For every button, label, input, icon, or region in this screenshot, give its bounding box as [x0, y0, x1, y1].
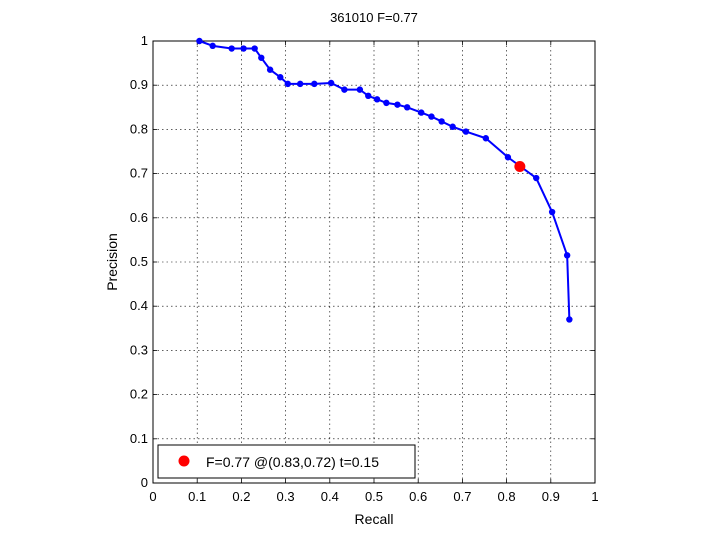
- x-tick-labels: 0 0.1 0.2 0.3 0.4 0.5 0.6 0.7 0.8 0.9 1: [149, 489, 598, 504]
- y-tick-label: 0.9: [130, 77, 148, 92]
- grid: [153, 41, 595, 483]
- data-point: [258, 54, 265, 61]
- legend: F=0.77 @(0.83,0.72) t=0.15: [157, 444, 416, 479]
- x-axis-label: Recall: [355, 511, 394, 527]
- data-point: [533, 174, 540, 182]
- x-tick-label: 0.1: [188, 489, 206, 504]
- data-point: [548, 208, 556, 216]
- data-point: [383, 99, 390, 107]
- data-point: [311, 80, 318, 88]
- data-point: [341, 86, 348, 93]
- data-point: [373, 96, 381, 103]
- y-tick-label: 0.7: [130, 166, 148, 181]
- data-point: [365, 92, 372, 100]
- data-point: [240, 45, 247, 52]
- highlight-layer: [514, 161, 526, 173]
- data-point: [356, 86, 364, 93]
- chart-title: 361010 F=0.77: [330, 10, 418, 25]
- best-f-point: [514, 161, 526, 173]
- y-tick-label: 0.5: [130, 254, 148, 269]
- data-point: [403, 104, 411, 111]
- data-point: [196, 37, 203, 45]
- x-tick-label: 0.4: [321, 489, 339, 504]
- data-point: [327, 79, 335, 87]
- y-tick-label: 0.1: [130, 431, 148, 446]
- data-point: [418, 109, 425, 116]
- data-point: [209, 42, 216, 50]
- x-tick-label: 0.9: [542, 489, 560, 504]
- legend-box: [157, 444, 416, 479]
- series-layer: [196, 37, 573, 323]
- x-tick-label: 0.5: [365, 489, 383, 504]
- data-point: [438, 118, 445, 125]
- y-tick-labels: 0 0.1 0.2 0.3 0.4 0.5 0.6 0.7 0.8 0.9 1: [130, 33, 148, 490]
- data-point: [482, 135, 490, 142]
- y-axis-label: Precision: [104, 233, 120, 291]
- data-point: [296, 80, 304, 88]
- data-point: [251, 45, 258, 52]
- y-tick-label: 0.4: [130, 298, 148, 313]
- x-tick-label: 0.2: [232, 489, 250, 504]
- data-point: [266, 66, 274, 73]
- data-point: [394, 101, 401, 108]
- data-point: [228, 45, 235, 52]
- data-point: [449, 123, 456, 130]
- legend-marker: [178, 455, 190, 467]
- legend-label: F=0.77 @(0.83,0.72) t=0.15: [206, 454, 379, 470]
- y-tick-label: 0.3: [130, 342, 148, 357]
- data-point: [428, 113, 435, 120]
- data-point: [277, 74, 284, 81]
- data-point: [462, 128, 470, 135]
- x-tick-label: 0.3: [277, 489, 295, 504]
- data-point: [566, 316, 573, 323]
- data-point: [284, 80, 292, 88]
- data-point: [504, 154, 512, 161]
- x-tick-label: 1: [591, 489, 598, 504]
- data-point: [563, 252, 571, 259]
- x-tick-label: 0: [149, 489, 156, 504]
- y-tick-label: 1: [141, 33, 148, 48]
- y-tick-label: 0.2: [130, 387, 148, 402]
- y-tick-label: 0: [141, 475, 148, 490]
- y-tick-label: 0.6: [130, 210, 148, 225]
- x-tick-label: 0.8: [498, 489, 516, 504]
- y-tick-label: 0.8: [130, 121, 148, 136]
- x-tick-label: 0.7: [453, 489, 471, 504]
- x-tick-label: 0.6: [409, 489, 427, 504]
